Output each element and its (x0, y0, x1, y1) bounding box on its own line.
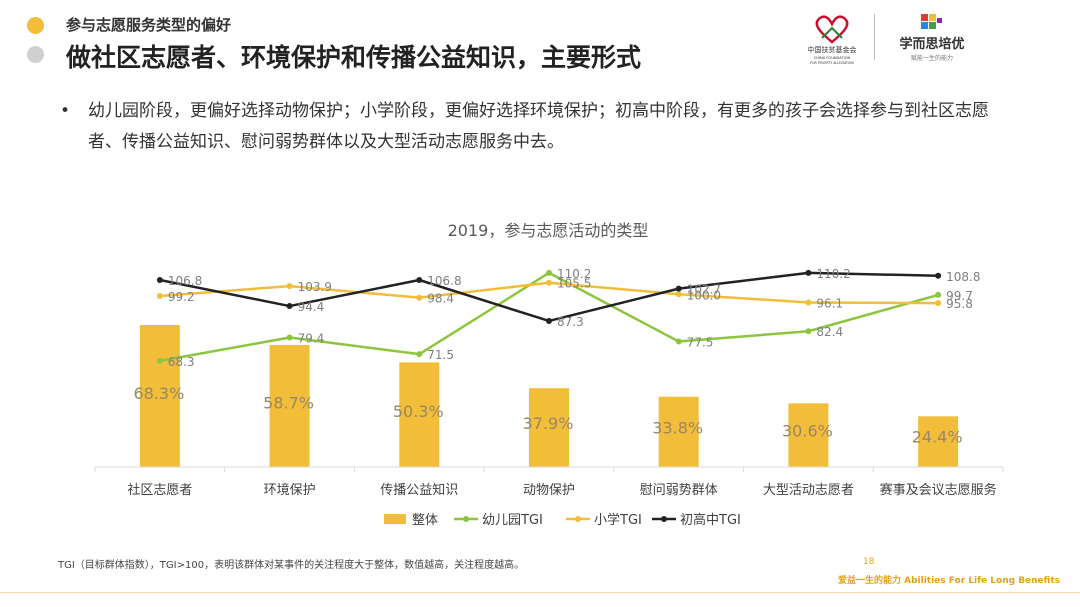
bar-label-3: 37.9% (523, 414, 574, 433)
header-bullet-yellow (27, 17, 44, 34)
point-label-kindergarten-2: 71.5 (427, 348, 454, 362)
header-bullet-gray (27, 46, 44, 63)
point-label-secondary-4: 102.7 (687, 283, 721, 297)
point-label-kindergarten-6: 99.7 (946, 289, 973, 303)
summary-bullet: • 幼儿园阶段，更偏好选择动物保护；小学阶段，更偏好选择环境保护；初高中阶段，有… (60, 96, 1020, 158)
point-primary-4 (675, 291, 682, 298)
point-label-kindergarten-1: 79.4 (298, 332, 325, 346)
bar-label-1: 58.7% (263, 393, 314, 412)
foundation-name-cn: 中国扶贫基金会 (808, 45, 857, 54)
foundation-logo: 中国扶贫基金会 CHINA FOUNDATION FOR POVERTY ALL… (808, 15, 857, 65)
point-label-secondary-6: 108.8 (946, 270, 980, 284)
point-label-secondary-2: 106.8 (427, 274, 461, 288)
bar-label-6: 24.4% (912, 428, 963, 447)
point-primary-1 (286, 283, 293, 290)
bar-2 (399, 362, 440, 467)
legend-label-secondary: 初高中TGI (680, 512, 741, 528)
legend-label-primary: 小学TGI (594, 512, 642, 528)
x-tick-label-0: 社区志愿者 (127, 482, 192, 498)
x-tick-label-2: 传播公益知识 (380, 482, 458, 498)
foundation-name-en1: CHINA FOUNDATION (814, 56, 851, 60)
point-label-primary-3: 105.5 (557, 277, 591, 291)
bar-label-0: 68.3% (133, 384, 184, 403)
point-secondary-1 (286, 303, 293, 310)
point-label-kindergarten-0: 68.3 (168, 355, 195, 369)
brand-logo: 学而思培优 赋能一生的能力 (899, 14, 965, 62)
footer-rule (0, 592, 1080, 593)
legend-swatch-bars (384, 514, 406, 524)
legend-marker-primary (575, 516, 581, 522)
bar-label-5: 30.6% (782, 421, 833, 440)
bar-5 (788, 403, 829, 467)
point-primary-3 (546, 279, 552, 286)
point-label-primary-2: 98.4 (427, 292, 454, 306)
x-tick-label-3: 动物保护 (523, 483, 575, 498)
tgi-footnote: TGI（目标群体指数），TGI>100，表明该群体对某事件的关注程度大于整体，数… (58, 560, 525, 571)
point-secondary-6 (935, 272, 942, 279)
point-primary-5 (805, 299, 812, 306)
point-secondary-4 (675, 285, 682, 292)
point-label-secondary-5: 110.2 (816, 267, 850, 281)
point-label-secondary-0: 106.8 (168, 274, 202, 288)
point-label-primary-5: 96.1 (816, 296, 843, 310)
x-tick-label-4: 慰问弱势群体 (640, 482, 718, 498)
bar-4 (658, 396, 699, 467)
point-secondary-5 (805, 269, 812, 276)
point-secondary-0 (156, 277, 163, 283)
point-kindergarten-2 (416, 351, 423, 358)
bar-label-4: 33.8% (652, 418, 703, 437)
summary-text: 幼儿园阶段，更偏好选择动物保护；小学阶段，更偏好选择环境保护；初高中阶段，有更多… (88, 101, 989, 152)
point-label-primary-4: 100.0 (687, 288, 721, 302)
point-label-kindergarten-4: 77.5 (687, 336, 714, 350)
point-label-kindergarten-5: 82.4 (816, 325, 843, 339)
point-kindergarten-1 (286, 334, 293, 341)
x-tick-label-6: 赛事及会议志愿服务 (880, 482, 997, 498)
bar-label-2: 50.3% (393, 402, 444, 421)
point-kindergarten-4 (675, 338, 682, 345)
point-kindergarten-5 (805, 328, 812, 335)
point-label-secondary-3: 87.3 (557, 315, 584, 329)
brand-tagline: 赋能一生的能力 (911, 54, 953, 62)
logo-divider (874, 14, 875, 60)
section-subtitle: 参与志愿服务类型的偏好 (66, 16, 232, 34)
point-primary-6 (935, 300, 942, 307)
point-secondary-3 (546, 317, 552, 324)
point-primary-2 (416, 294, 423, 301)
bar-1 (269, 344, 310, 467)
point-kindergarten-6 (935, 291, 942, 298)
point-secondary-2 (416, 277, 423, 283)
foundation-name-en2: FOR POVERTY ALLEVIATION (810, 61, 854, 65)
bullet-marker: • (60, 101, 71, 121)
brand-name: 学而思培优 (899, 36, 964, 52)
x-tick-label-5: 大型活动志愿者 (763, 483, 854, 498)
legend-marker-kindergarten (463, 516, 469, 522)
legend-label-bars: 整体 (412, 513, 438, 528)
footer-slogan: 爱益一生的能力 Abilities For Life Long Benefits (838, 576, 1060, 586)
legend-label-kindergarten: 幼儿园TGI (482, 513, 543, 528)
bar-3 (529, 388, 569, 467)
chart-title: 2019，参与志愿活动的类型 (448, 221, 649, 240)
page-number: 18 (863, 557, 875, 567)
point-label-secondary-1: 94.4 (298, 300, 325, 314)
point-label-kindergarten-3: 110.2 (557, 267, 591, 281)
point-kindergarten-3 (546, 269, 552, 276)
bar-6 (918, 416, 959, 467)
point-primary-0 (156, 292, 163, 299)
x-tick-label-1: 环境保护 (264, 483, 316, 498)
point-label-primary-6: 95.8 (946, 297, 973, 311)
point-label-primary-1: 103.9 (298, 280, 332, 294)
point-kindergarten-0 (156, 357, 163, 364)
point-label-primary-0: 99.2 (168, 290, 195, 304)
legend-marker-secondary (661, 516, 667, 522)
page-title: 做社区志愿者、环境保护和传播公益知识，主要形式 (66, 43, 642, 72)
bar-0 (139, 325, 180, 467)
